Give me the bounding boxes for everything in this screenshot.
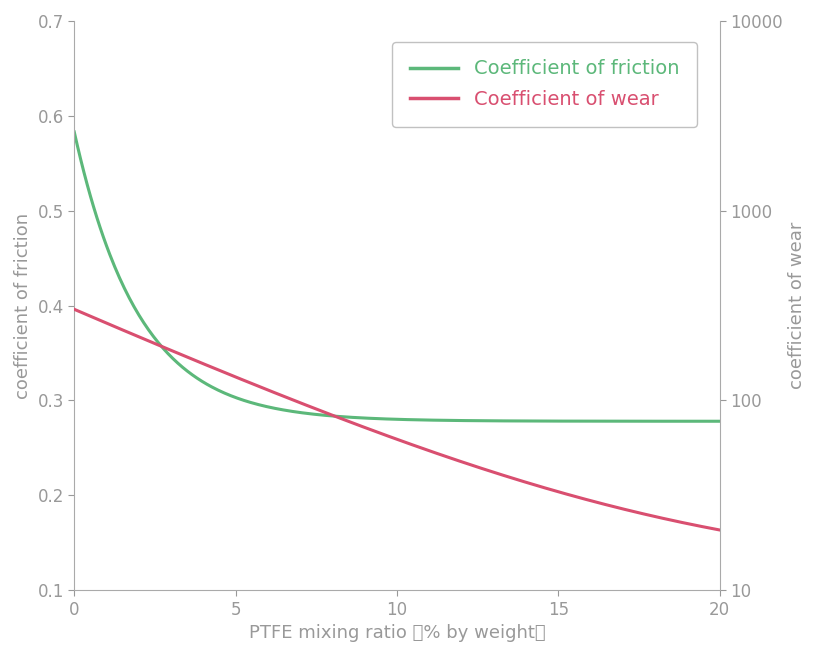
Legend: Coefficient of friction, Coefficient of wear: Coefficient of friction, Coefficient of … — [391, 42, 696, 127]
X-axis label: PTFE mixing ratio （% by weight）: PTFE mixing ratio （% by weight） — [248, 624, 545, 642]
Y-axis label: coefficient of friction: coefficient of friction — [14, 213, 32, 399]
Y-axis label: coefficient of wear: coefficient of wear — [787, 222, 805, 389]
